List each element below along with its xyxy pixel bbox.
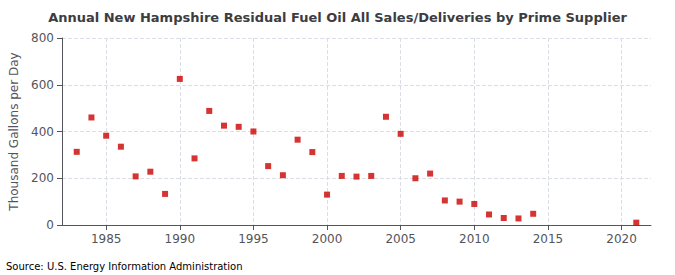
svg-text:Annual New Hampshire Residual: Annual New Hampshire Residual Fuel Oil A… (48, 10, 627, 25)
svg-text:Source: U.S. Energy Informatio: Source: U.S. Energy Information Administ… (6, 261, 243, 272)
svg-text:2005: 2005 (385, 232, 416, 246)
svg-text:200: 200 (31, 171, 54, 185)
svg-text:600: 600 (31, 78, 54, 92)
svg-text:1995: 1995 (238, 232, 269, 246)
svg-text:2010: 2010 (459, 232, 490, 246)
svg-text:2015: 2015 (533, 232, 564, 246)
svg-text:2020: 2020 (606, 232, 637, 246)
svg-text:2000: 2000 (312, 232, 343, 246)
svg-text:400: 400 (31, 125, 54, 139)
svg-text:1990: 1990 (165, 232, 196, 246)
svg-text:0: 0 (46, 218, 54, 232)
svg-text:800: 800 (31, 31, 54, 45)
svg-text:1985: 1985 (91, 232, 122, 246)
svg-text:Thousand Gallons per Day: Thousand Gallons per Day (7, 52, 21, 211)
